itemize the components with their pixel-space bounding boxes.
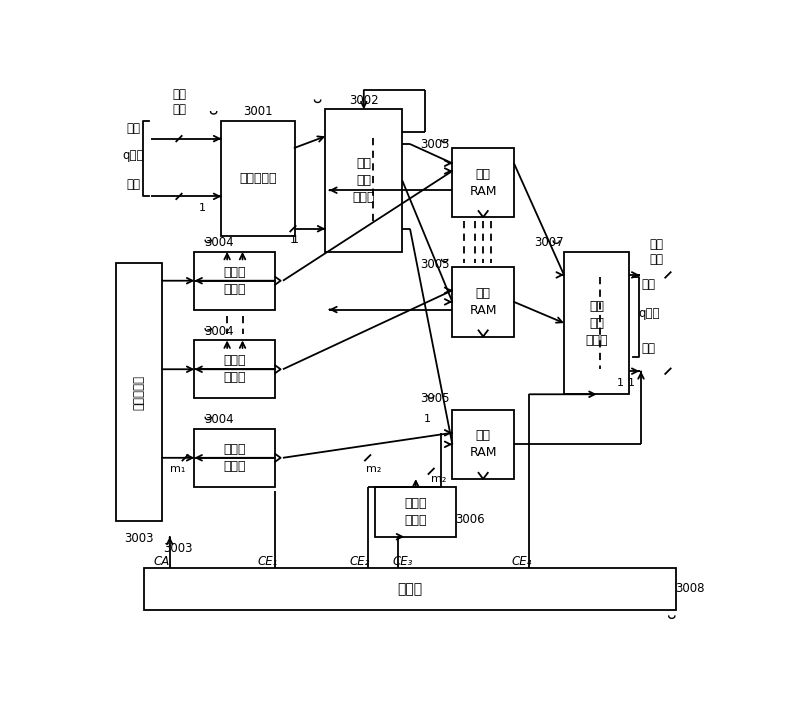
Text: 写地址
产生器: 写地址 产生器: [223, 443, 246, 473]
Text: 3004: 3004: [204, 325, 234, 338]
Text: 3008: 3008: [674, 582, 704, 595]
Bar: [222, 121, 294, 237]
Bar: [144, 567, 676, 610]
Text: m₁: m₁: [170, 464, 185, 474]
Bar: [194, 429, 275, 487]
Text: 写地址
产生器: 写地址 产生器: [223, 354, 246, 384]
Text: 循环
左移
移位器: 循环 左移 移位器: [586, 300, 608, 347]
Text: 1: 1: [290, 235, 297, 245]
Text: 1: 1: [627, 377, 634, 388]
Text: 读地址
产生器: 读地址 产生器: [405, 497, 427, 527]
Text: 3007: 3007: [534, 236, 563, 249]
Text: CE₁: CE₁: [258, 555, 278, 568]
Text: m₂: m₂: [366, 464, 382, 474]
Text: CE₄: CE₄: [511, 555, 532, 568]
Text: 低位: 低位: [641, 342, 655, 354]
Bar: [452, 267, 514, 336]
Text: CE₂: CE₂: [350, 555, 370, 568]
Text: 数据
输入: 数据 输入: [172, 88, 186, 116]
Text: 3006: 3006: [455, 513, 485, 526]
Bar: [564, 252, 630, 394]
Text: 顺序交换器: 顺序交换器: [239, 172, 277, 186]
Text: 双口
RAM: 双口 RAM: [470, 287, 497, 317]
Bar: [452, 410, 514, 479]
Text: 控制器: 控制器: [398, 582, 422, 596]
Text: 循环
右移
移位器: 循环 右移 移位器: [353, 157, 375, 204]
Text: 写地址
产生器: 写地址 产生器: [223, 266, 246, 296]
Bar: [194, 252, 275, 310]
Text: 3004: 3004: [204, 236, 234, 249]
Text: 高位: 高位: [641, 278, 655, 291]
Text: 3001: 3001: [243, 105, 273, 118]
Text: 3002: 3002: [349, 93, 378, 106]
Text: m₂: m₂: [431, 474, 446, 484]
Bar: [326, 109, 402, 252]
Text: 3005: 3005: [421, 392, 450, 405]
Bar: [375, 487, 456, 536]
Text: CA: CA: [154, 555, 170, 568]
Text: q比特: q比特: [122, 149, 144, 162]
Text: 数据
输出: 数据 输出: [650, 238, 663, 266]
Text: 高位: 高位: [126, 122, 141, 135]
Text: 3003: 3003: [124, 532, 154, 545]
Text: 双口
RAM: 双口 RAM: [470, 429, 497, 459]
Text: 1: 1: [424, 414, 431, 424]
Text: 只读存储器: 只读存储器: [133, 375, 146, 410]
Text: q比特: q比特: [638, 307, 659, 320]
Text: 3005: 3005: [421, 257, 450, 270]
Text: CE₃: CE₃: [392, 555, 413, 568]
Text: 1: 1: [292, 235, 298, 245]
Text: 3004: 3004: [204, 413, 234, 426]
Bar: [116, 263, 162, 521]
Text: 1: 1: [198, 203, 206, 213]
Text: 双口
RAM: 双口 RAM: [470, 168, 497, 198]
Text: 3003: 3003: [162, 542, 192, 555]
Text: 低位: 低位: [126, 178, 141, 191]
Bar: [194, 340, 275, 398]
Text: 3005: 3005: [421, 138, 450, 151]
Bar: [452, 148, 514, 217]
Text: 1: 1: [617, 377, 624, 388]
